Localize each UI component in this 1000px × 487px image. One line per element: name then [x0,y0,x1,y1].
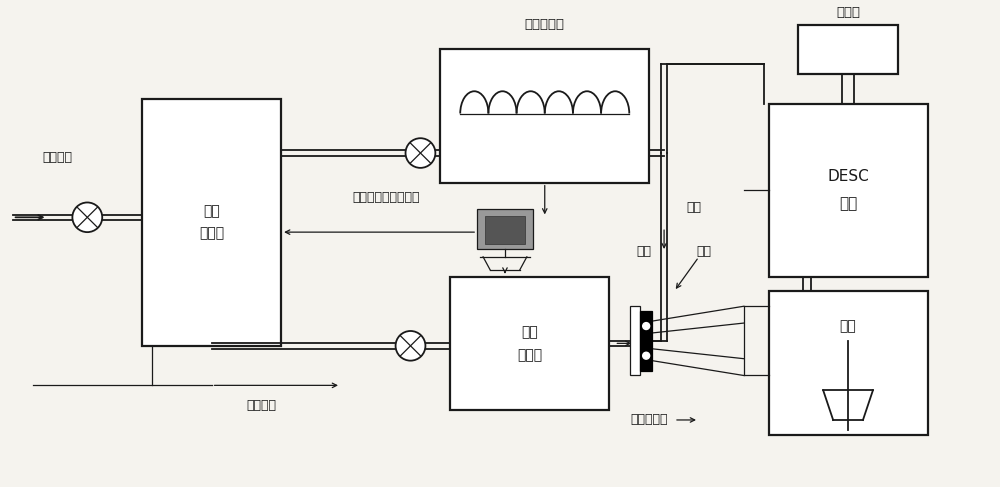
Text: 微粒沉积区: 微粒沉积区 [630,413,668,427]
Text: 运载气体: 运载气体 [246,399,276,412]
Text: 气体: 气体 [686,201,701,214]
Bar [440,49,649,183]
Circle shape [643,322,650,330]
Bar [798,24,898,74]
Bar [450,277,609,410]
Text: 气体加热器: 气体加热器 [525,18,565,31]
Text: 粉末: 粉末 [637,245,652,259]
Text: 粉末
进料器: 粉末 进料器 [517,325,542,362]
Bar [630,306,640,375]
Bar [477,209,533,249]
Circle shape [396,331,425,361]
Bar [769,291,928,435]
Bar [769,104,928,277]
Text: 喷嘴: 喷嘴 [696,245,711,259]
Bar [640,311,652,371]
Text: 出气口: 出气口 [836,6,860,19]
Text: 高压气流: 高压气流 [42,151,72,165]
Circle shape [72,203,102,232]
Bar [485,216,525,244]
Text: 气流
控制阀: 气流 控制阀 [199,204,224,241]
Text: 试样: 试样 [840,319,856,333]
Bar [142,99,281,346]
Text: 数据收集及控制系统: 数据收集及控制系统 [352,191,419,204]
Circle shape [406,138,435,168]
Text: DESC
系统: DESC 系统 [827,169,869,211]
Circle shape [643,352,650,359]
